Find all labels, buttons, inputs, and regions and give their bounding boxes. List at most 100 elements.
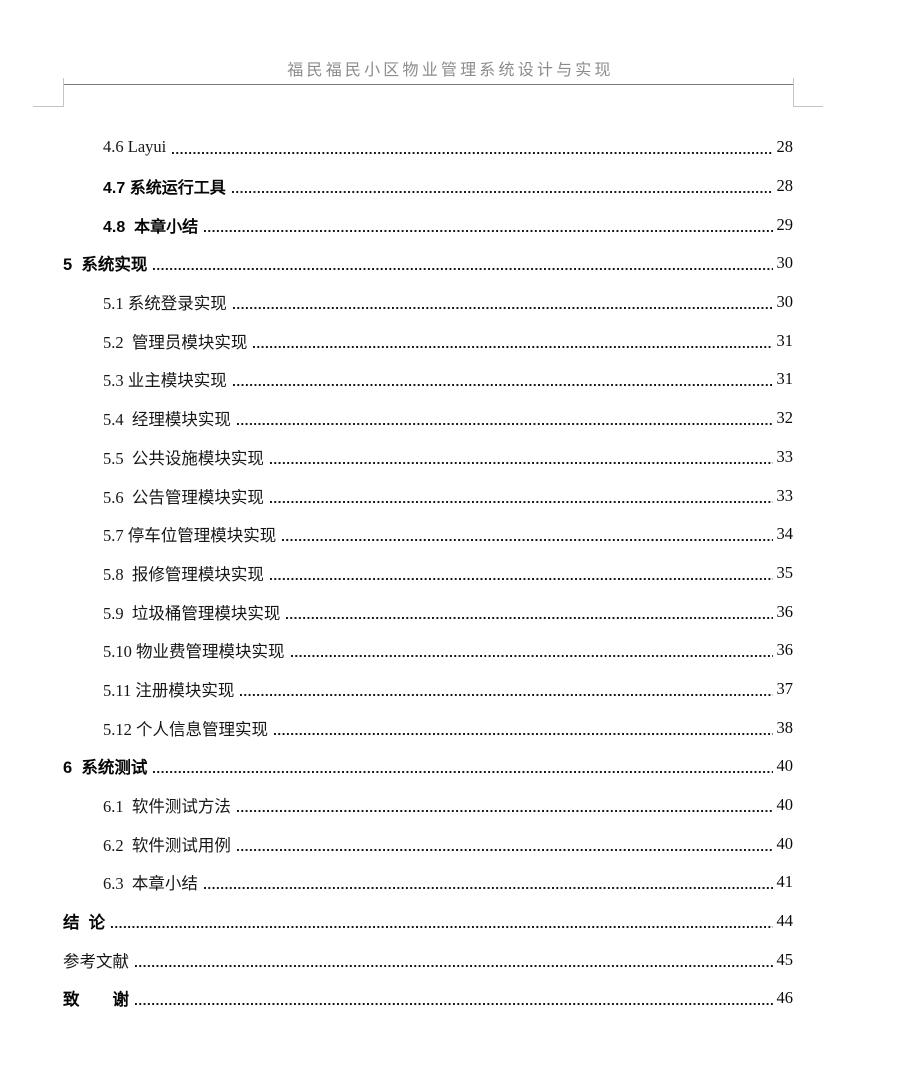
dot-leader <box>236 423 773 426</box>
toc-entry-page: 33 <box>776 446 794 466</box>
toc-entry[interactable]: 5.9 垃圾桶管理模块实现 36 <box>63 592 793 631</box>
toc-entry[interactable]: 参考文献 45 <box>63 940 793 979</box>
dot-leader <box>153 268 773 271</box>
toc-list: 4.6 Layui 28 4.7 系统运行工具 28 4.8 本章小结 29 5 系统实现 3… <box>63 128 793 1018</box>
dot-leader <box>153 771 773 774</box>
toc-entry-page: 40 <box>776 756 794 776</box>
toc-entry-label: 5.4 经理模块实现 <box>103 410 231 430</box>
dot-leader <box>274 732 773 735</box>
toc-entry[interactable]: 5.7 停车位管理模块实现 34 <box>63 515 793 554</box>
dot-leader <box>240 693 773 696</box>
toc-entry-label: 6.3 本章小结 <box>103 874 198 894</box>
header-rule <box>63 84 793 85</box>
dot-leader <box>232 384 773 387</box>
toc-entry-label: 5.12 个人信息管理实现 <box>103 719 268 739</box>
toc-entry-label: 5.5 公共设施模块实现 <box>103 448 264 468</box>
dot-leader <box>203 887 773 890</box>
toc-entry[interactable]: 5.5 公共设施模块实现 33 <box>63 438 793 477</box>
toc-entry[interactable]: 5.3 业主模块实现 31 <box>63 360 793 399</box>
toc-entry-page: 40 <box>776 833 794 853</box>
toc-entry-page: 31 <box>776 330 794 350</box>
toc-entry[interactable]: 6.3 本章小结 41 <box>63 863 793 902</box>
toc-entry-label: 5.3 业主模块实现 <box>103 371 227 391</box>
toc-entry-page: 34 <box>776 524 794 544</box>
toc-entry-label: 5.1 系统登录实现 <box>103 294 227 314</box>
dot-leader <box>172 152 773 155</box>
toc-entry-page: 38 <box>776 717 794 737</box>
dot-leader <box>269 577 773 580</box>
margin-mark-right-horizontal <box>793 106 823 107</box>
toc-entry-page: 30 <box>776 253 794 273</box>
toc-entry-page: 28 <box>776 137 794 157</box>
toc-entry-label: 结 论 <box>63 914 106 933</box>
dot-leader <box>290 655 773 658</box>
dot-leader <box>253 345 773 348</box>
toc-entry-label: 参考文献 <box>63 951 129 971</box>
dot-leader <box>236 848 773 851</box>
dot-leader <box>282 539 773 542</box>
page-header-title: 福民福民小区物业管理系统设计与实现 <box>287 62 614 79</box>
toc-entry-label: 4.7 系统运行工具 <box>103 180 226 198</box>
dot-leader <box>269 461 773 464</box>
toc-entry-label: 4.6 Layui <box>103 137 167 157</box>
dot-leader <box>269 500 773 503</box>
toc-entry-label: 5.11 注册模块实现 <box>103 680 235 700</box>
toc-entry[interactable]: 5.6 公告管理模块实现 33 <box>63 476 793 515</box>
toc-entry[interactable]: 4.7 系统运行工具 28 <box>63 167 793 206</box>
toc-entry[interactable]: 5.10 物业费管理模块实现 36 <box>63 631 793 670</box>
toc-entry[interactable]: 5.4 经理模块实现 32 <box>63 399 793 438</box>
toc-entry-label: 致 谢 <box>63 991 129 1010</box>
toc-entry-label: 5 系统实现 <box>63 256 148 275</box>
toc-entry-label: 4.8 本章小结 <box>103 218 199 236</box>
toc-entry-page: 41 <box>776 872 794 892</box>
toc-entry-label: 5.6 公告管理模块实现 <box>103 487 264 507</box>
toc-entry-page: 44 <box>776 911 794 931</box>
dot-leader <box>135 964 773 967</box>
toc-entry-page: 36 <box>776 640 794 660</box>
toc-entry-page: 45 <box>776 949 794 969</box>
toc-entry[interactable]: 5 系统实现 30 <box>63 244 793 283</box>
toc-entry-page: 33 <box>776 485 794 505</box>
toc-entry[interactable]: 6.1 软件测试方法 40 <box>63 786 793 825</box>
toc-entry[interactable]: 5.12 个人信息管理实现 38 <box>63 708 793 747</box>
toc-entry-label: 5.7 停车位管理模块实现 <box>103 526 277 546</box>
toc-entry-page: 31 <box>776 369 794 389</box>
toc-entry-page: 36 <box>776 601 794 621</box>
margin-mark-left-horizontal <box>33 106 63 107</box>
dot-leader <box>204 229 773 232</box>
toc-entry-page: 40 <box>776 795 794 815</box>
toc-entry[interactable]: 4.6 Layui 28 <box>63 128 793 167</box>
toc-entry[interactable]: 4.8 本章小结 29 <box>63 205 793 244</box>
toc-entry[interactable]: 5.11 注册模块实现 37 <box>63 670 793 709</box>
toc-entry-label: 5.2 管理员模块实现 <box>103 332 248 352</box>
toc-entry-page: 28 <box>776 176 794 196</box>
toc-entry[interactable]: 6.2 软件测试用例 40 <box>63 824 793 863</box>
toc-entry[interactable]: 致 谢 46 <box>63 979 793 1018</box>
dot-leader <box>231 191 773 194</box>
toc-entry-page: 35 <box>776 562 794 582</box>
dot-leader <box>111 926 773 929</box>
dot-leader <box>236 810 773 813</box>
toc-entry[interactable]: 6 系统测试 40 <box>63 747 793 786</box>
toc-entry-label: 5.10 物业费管理模块实现 <box>103 642 285 662</box>
margin-mark-right-vertical <box>793 78 794 107</box>
toc-entry-label: 5.9 垃圾桶管理模块实现 <box>103 603 281 623</box>
toc-entry-label: 5.8 报修管理模块实现 <box>103 564 264 584</box>
dot-leader <box>135 1003 773 1006</box>
toc-entry-label: 6.2 软件测试用例 <box>103 835 231 855</box>
toc-entry-page: 32 <box>776 408 794 428</box>
toc-entry-page: 30 <box>776 292 794 312</box>
toc-entry[interactable]: 结 论 44 <box>63 902 793 941</box>
toc-entry[interactable]: 5.8 报修管理模块实现 35 <box>63 554 793 593</box>
dot-leader <box>286 616 773 619</box>
toc-entry-page: 29 <box>776 214 794 234</box>
toc-entry[interactable]: 5.2 管理员模块实现 31 <box>63 321 793 360</box>
toc-entry-page: 37 <box>776 678 794 698</box>
margin-mark-left-vertical <box>63 78 64 107</box>
toc-entry-label: 6 系统测试 <box>63 759 148 778</box>
toc-entry[interactable]: 5.1 系统登录实现 30 <box>63 283 793 322</box>
toc-entry-label: 6.1 软件测试方法 <box>103 797 231 817</box>
toc-entry-page: 46 <box>776 988 794 1008</box>
dot-leader <box>232 307 773 310</box>
